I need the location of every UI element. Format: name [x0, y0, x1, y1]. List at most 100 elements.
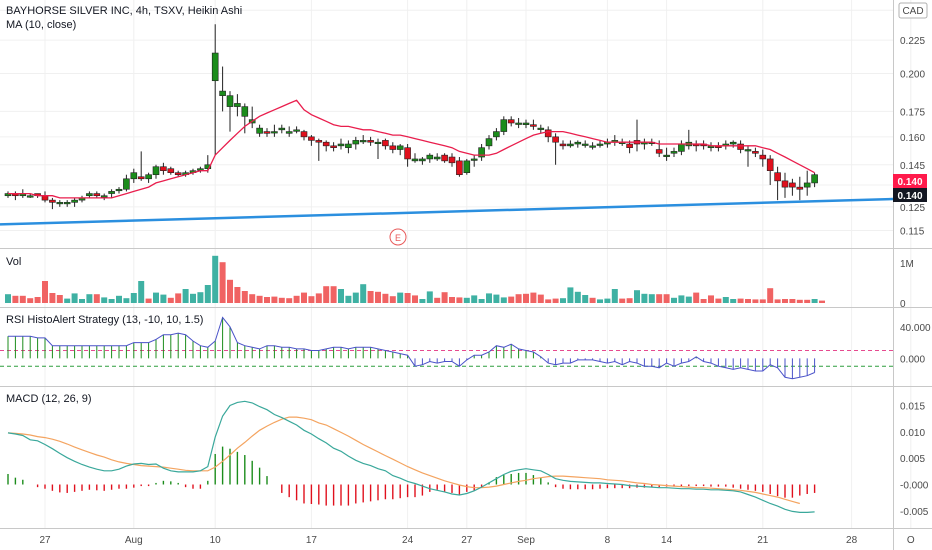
- volume-bar: [367, 291, 374, 303]
- volume-bar: [42, 281, 48, 303]
- candle-body: [463, 160, 471, 173]
- price-tick-label: 0.175: [900, 107, 925, 118]
- candle-body: [152, 166, 160, 176]
- price-tick-label: 0.160: [900, 133, 925, 144]
- volume-tick-label: 0: [900, 299, 906, 310]
- candle-body: [160, 166, 167, 171]
- macd-pane[interactable]: [7, 400, 816, 513]
- volume-bar: [5, 294, 11, 303]
- volume-bar: [286, 298, 293, 303]
- volume-bar: [597, 299, 603, 303]
- price-pane[interactable]: [0, 24, 894, 226]
- volume-bar: [811, 299, 818, 303]
- candle-body: [803, 182, 811, 188]
- price-tick-label: 0.115: [900, 227, 925, 238]
- volume-bar: [330, 286, 337, 303]
- candle-body: [256, 127, 263, 134]
- volume-bar: [101, 297, 108, 303]
- volume-bar: [648, 294, 655, 303]
- candle-body: [470, 158, 478, 161]
- last-price-badge: 0.140: [893, 174, 927, 188]
- currency-label: CAD: [902, 6, 923, 17]
- candle-body: [426, 154, 434, 160]
- volume-bar: [767, 288, 774, 303]
- candle-body: [330, 145, 337, 148]
- candle-body: [729, 141, 737, 145]
- time-tick-label: 27: [461, 535, 473, 546]
- candle-body: [285, 131, 293, 134]
- candle-body: [507, 119, 515, 124]
- candle-body: [655, 149, 663, 154]
- candle-body: [433, 156, 441, 160]
- candle-body: [796, 186, 804, 190]
- rsi-pane-label: RSI HistoAlert Strategy (13, -10, 10, 1.…: [6, 314, 203, 326]
- candle-body: [300, 131, 308, 138]
- candle-body: [167, 168, 175, 173]
- volume-pane[interactable]: [5, 255, 825, 303]
- chart-title: BAYHORSE SILVER INC, 4h, TSXV, Heikin As…: [6, 5, 242, 17]
- volume-bar: [449, 297, 455, 303]
- candle-body: [49, 199, 56, 203]
- volume-bar: [241, 291, 248, 303]
- volume-bar: [619, 298, 626, 303]
- time-tick-label: 14: [661, 535, 673, 546]
- volume-bar: [789, 299, 796, 303]
- volume-bar: [212, 255, 219, 303]
- candle-body: [308, 136, 315, 141]
- ma-line: [8, 99, 815, 199]
- volume-tick-label: 1M: [900, 259, 914, 270]
- candle-body: [485, 138, 493, 147]
- volume-bar: [708, 295, 714, 303]
- candle-body: [63, 202, 71, 205]
- time-axis[interactable]: 27 Aug 10 17 24 27 Sep 8 14 21 28 O: [39, 535, 914, 546]
- macd-tick-label: -0.000: [900, 481, 929, 492]
- currency-badge[interactable]: CAD: [898, 2, 928, 19]
- volume-bar: [523, 293, 529, 303]
- event-marker[interactable]: E: [389, 228, 407, 246]
- time-tick-label: 24: [402, 535, 414, 546]
- volume-bar: [493, 294, 500, 303]
- vol-pane-label: Vol: [6, 256, 21, 268]
- volume-bar: [278, 297, 285, 303]
- volume-bar: [116, 295, 122, 303]
- rsi-pane[interactable]: [0, 316, 893, 380]
- time-tick-label: O: [907, 535, 915, 546]
- volume-bar: [397, 292, 404, 303]
- volume-bar: [219, 262, 226, 303]
- volume-bar: [434, 297, 441, 303]
- candle-body: [130, 172, 138, 180]
- volume-bar: [130, 293, 137, 303]
- macd-tick-label: -0.005: [900, 507, 929, 518]
- candle-body: [115, 188, 123, 192]
- candle-body: [766, 158, 774, 171]
- candle-body: [145, 174, 152, 180]
- volume-bar: [441, 292, 448, 303]
- candle-body: [811, 174, 818, 184]
- rsi-line: [8, 316, 815, 380]
- volume-bar: [227, 279, 233, 303]
- volume-bar: [426, 291, 433, 303]
- candle-body: [211, 52, 219, 82]
- volume-bar: [611, 289, 618, 303]
- candle-body: [537, 127, 545, 130]
- time-tick-label: Sep: [517, 535, 535, 546]
- volume-bar: [656, 294, 663, 303]
- volume-bar: [256, 295, 263, 303]
- candle-body: [456, 160, 463, 176]
- volume-bar: [308, 296, 315, 303]
- macd-pane-label: MACD (12, 26, 9): [6, 393, 92, 405]
- candle-body: [544, 129, 552, 138]
- candle-body: [367, 140, 374, 143]
- volume-bar: [352, 292, 359, 303]
- candle-body: [493, 131, 500, 138]
- price-axis[interactable]: 0.1150.1250.1350.1450.1600.1750.2000.225…: [900, 36, 931, 518]
- candle-body: [500, 119, 508, 132]
- time-tick-label: 10: [210, 535, 222, 546]
- volume-bar: [93, 294, 100, 303]
- volume-bar: [71, 293, 78, 303]
- volume-bar: [27, 298, 34, 303]
- candle-body: [478, 147, 485, 158]
- candle-body: [263, 131, 271, 134]
- time-tick-label: 17: [306, 535, 318, 546]
